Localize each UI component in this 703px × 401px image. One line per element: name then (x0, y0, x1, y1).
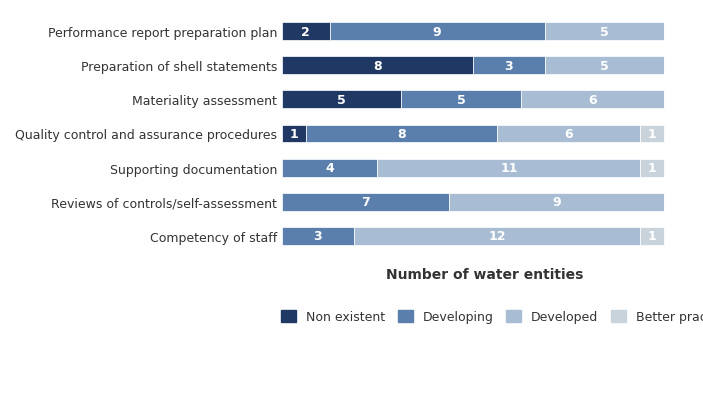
Text: 3: 3 (505, 60, 513, 73)
Bar (473, 57, 545, 75)
Text: 6: 6 (565, 128, 573, 141)
Bar (545, 23, 664, 41)
Text: 7: 7 (361, 196, 370, 209)
Text: 6: 6 (588, 93, 597, 107)
Text: 5: 5 (600, 26, 609, 38)
Text: 4: 4 (325, 162, 334, 175)
Bar (521, 91, 664, 109)
Bar (354, 227, 640, 245)
Text: 8: 8 (397, 128, 406, 141)
Text: 9: 9 (433, 26, 441, 38)
Bar (282, 57, 473, 75)
X-axis label: Number of water entities: Number of water entities (386, 267, 583, 281)
Bar (282, 227, 354, 245)
Text: 5: 5 (337, 93, 346, 107)
Bar (640, 125, 664, 143)
Bar (330, 23, 545, 41)
Text: 5: 5 (457, 93, 465, 107)
Text: 11: 11 (500, 162, 517, 175)
Text: 8: 8 (373, 60, 382, 73)
Text: 1: 1 (647, 230, 657, 243)
Bar (545, 57, 664, 75)
Text: 1: 1 (290, 128, 298, 141)
Text: 12: 12 (488, 230, 505, 243)
Text: 3: 3 (314, 230, 322, 243)
Text: 9: 9 (553, 196, 561, 209)
Bar (282, 159, 378, 177)
Bar (282, 23, 330, 41)
Bar (449, 193, 664, 211)
Bar (640, 159, 664, 177)
Bar (378, 159, 640, 177)
Bar (282, 91, 401, 109)
Text: 1: 1 (647, 162, 657, 175)
Bar (497, 125, 640, 143)
Bar (401, 91, 521, 109)
Legend: Non existent, Developing, Developed, Better practice: Non existent, Developing, Developed, Bet… (281, 310, 703, 324)
Text: 5: 5 (600, 60, 609, 73)
Text: 2: 2 (302, 26, 310, 38)
Bar (282, 125, 306, 143)
Bar (640, 227, 664, 245)
Bar (306, 125, 497, 143)
Bar (282, 193, 449, 211)
Text: 1: 1 (647, 128, 657, 141)
